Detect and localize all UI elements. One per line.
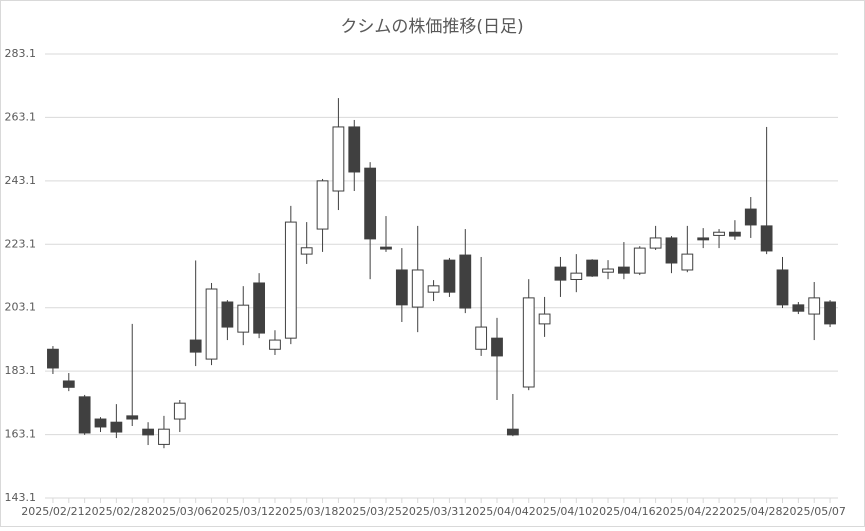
candle-body [316, 180, 329, 230]
candle-body [221, 301, 234, 328]
candle-body [491, 337, 503, 357]
candle-body [94, 418, 107, 428]
candle-body [506, 428, 519, 436]
candle-body [538, 313, 551, 325]
candle-body [47, 348, 59, 369]
candle-body [760, 225, 773, 252]
candle-body [411, 269, 424, 308]
x-tick-label: 2025/04/28 [719, 505, 782, 518]
candle-body [427, 285, 440, 293]
candle-body [205, 288, 218, 360]
candle-body [570, 272, 583, 280]
chart-title: クシムの株価推移(日足) [340, 17, 523, 37]
candle-body [729, 231, 741, 237]
candle-body [665, 237, 678, 264]
x-tick-label: 2025/04/16 [592, 505, 655, 518]
candle-body [808, 297, 821, 315]
candle-body [475, 326, 488, 350]
x-tick-label: 2025/03/31 [402, 505, 465, 518]
candle-body [792, 304, 805, 312]
x-tick-label: 2025/04/04 [465, 505, 528, 518]
x-tick-label: 2025/04/10 [529, 505, 592, 518]
candle-body [189, 339, 202, 353]
x-tick-label: 2025/03/18 [275, 505, 338, 518]
candle-body [78, 396, 91, 434]
y-tick-label: 163.1 [5, 428, 37, 441]
y-tick-label: 143.1 [5, 491, 37, 504]
candle-body [744, 208, 757, 226]
candle-body [126, 415, 139, 420]
candle-body [522, 297, 535, 388]
candle-body [62, 380, 75, 388]
y-tick-label: 283.1 [5, 47, 37, 60]
candle-body [284, 221, 297, 339]
candle-body [586, 259, 599, 277]
candle-body [776, 269, 789, 306]
candle-body [237, 304, 250, 333]
candle-body [681, 253, 694, 271]
candle-body [253, 282, 266, 334]
x-tick-label: 2025/03/12 [212, 505, 275, 518]
x-tick-label: 2025/03/25 [338, 505, 401, 518]
candle-body [380, 246, 392, 250]
x-tick-label: 2025/02/28 [85, 505, 148, 518]
y-tick-label: 263.1 [5, 110, 37, 123]
candle-body [158, 428, 170, 445]
candle-body [348, 126, 361, 173]
candle-body [824, 301, 836, 325]
x-tick-label: 2025/04/22 [656, 505, 719, 518]
x-tick-label: 2025/05/07 [783, 505, 846, 518]
candle-body [173, 402, 186, 420]
candle-body [443, 259, 456, 293]
candle-body [649, 237, 662, 249]
y-tick-label: 183.1 [5, 364, 37, 377]
candle-body [617, 266, 630, 274]
candle-body [602, 268, 614, 273]
y-tick-label: 243.1 [5, 174, 37, 187]
x-tick-label: 2025/03/06 [148, 505, 211, 518]
candle-body [697, 237, 710, 241]
candle-body [554, 266, 567, 281]
candle-body [364, 167, 377, 240]
candle-body [713, 231, 725, 236]
candle-body [269, 339, 281, 350]
candle-body [633, 247, 646, 274]
candle-body [395, 269, 408, 306]
candle-body [459, 254, 472, 309]
x-tick-label: 2025/02/21 [21, 505, 84, 518]
candle-body [110, 421, 123, 433]
candle-body [300, 247, 313, 255]
y-tick-label: 203.1 [5, 301, 37, 314]
candle-body [142, 428, 154, 436]
candle-body [332, 126, 345, 192]
y-tick-label: 223.1 [5, 237, 37, 250]
